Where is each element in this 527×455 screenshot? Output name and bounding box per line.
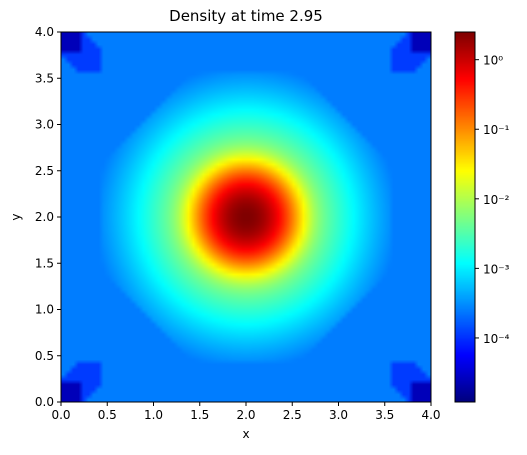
x-tick-label: 2.5 — [283, 408, 302, 422]
x-tick-label: 0.0 — [51, 408, 70, 422]
x-tick-label: 3.0 — [329, 408, 348, 422]
plot-frame — [60, 31, 432, 403]
chart-title: Density at time 2.95 — [169, 7, 323, 25]
y-tick-label: 1.5 — [35, 256, 54, 270]
x-axis-label: x — [242, 427, 249, 441]
heatmap-image — [61, 32, 431, 402]
y-tick-label: 2.5 — [35, 164, 54, 178]
x-tick-label: 2.0 — [236, 408, 255, 422]
y-tick-label: 1.0 — [35, 303, 54, 317]
y-tick-label: 0.0 — [35, 395, 54, 409]
y-tick-label: 0.5 — [35, 349, 54, 363]
x-tick-label: 0.5 — [98, 408, 117, 422]
colorbar-frame — [454, 31, 476, 403]
y-axis-label: y — [9, 213, 23, 220]
y-tick-label: 4.0 — [35, 25, 54, 39]
y-tick-label: 3.0 — [35, 118, 54, 132]
x-tick-label: 4.0 — [421, 408, 440, 422]
colorbar-tick-label: 10⁻¹ — [483, 123, 510, 137]
colorbar — [455, 32, 475, 402]
y-tick-label: 2.0 — [35, 210, 54, 224]
colorbar-tick-label: 10⁰ — [483, 54, 503, 68]
colorbar-tick-label: 10⁻² — [483, 193, 510, 207]
colorbar-tick-label: 10⁻⁴ — [483, 332, 510, 346]
y-tick-label: 3.5 — [35, 71, 54, 85]
x-tick-label: 1.5 — [190, 408, 209, 422]
x-tick-label: 1.0 — [144, 408, 163, 422]
x-tick-label: 3.5 — [375, 408, 394, 422]
colorbar-tick-label: 10⁻³ — [483, 262, 510, 276]
